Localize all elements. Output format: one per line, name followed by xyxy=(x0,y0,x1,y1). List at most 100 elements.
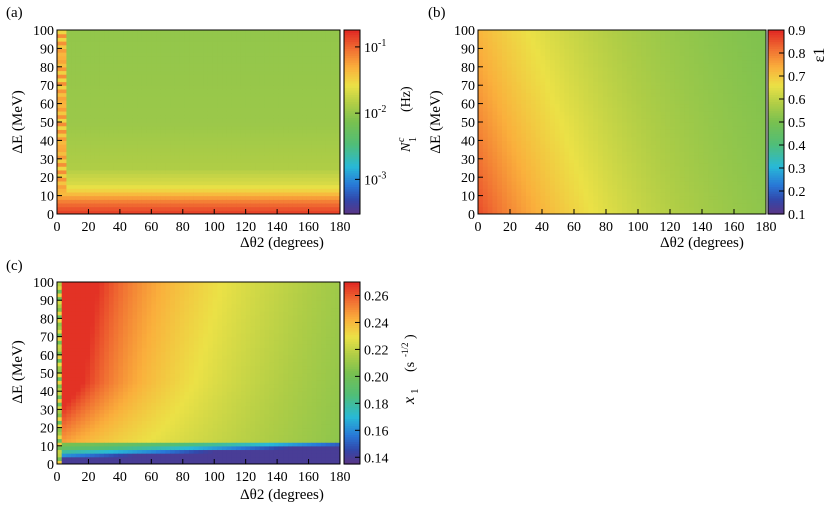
heatmap-cell xyxy=(132,44,138,49)
heatmap-cell xyxy=(184,110,190,116)
heatmap-cell xyxy=(127,118,134,123)
heatmap-cell xyxy=(316,74,322,79)
heatmap-cell xyxy=(207,114,214,119)
heatmap-cell xyxy=(622,70,628,75)
heatmap-cell xyxy=(57,169,63,175)
heatmap-cell xyxy=(90,180,96,186)
heatmap-cell xyxy=(478,158,484,164)
heatmap-cell xyxy=(646,210,652,214)
heatmap-cell xyxy=(165,103,171,108)
heatmap-cell xyxy=(66,125,72,130)
heatmap-cell xyxy=(179,41,185,46)
heatmap-cell xyxy=(292,88,299,94)
heatmap-cell xyxy=(90,140,96,145)
heatmap-cell xyxy=(283,103,289,108)
heatmap-cell xyxy=(104,33,110,38)
heatmap-cell xyxy=(151,180,157,186)
heatmap-cell xyxy=(104,66,110,72)
heatmap-cell xyxy=(569,162,575,167)
heatmap-cell xyxy=(113,107,119,112)
heatmap-cell xyxy=(61,188,68,193)
heatmap-cell xyxy=(564,81,570,86)
heatmap-cell xyxy=(330,210,336,214)
heatmap-cell xyxy=(189,44,195,49)
heatmap-cell xyxy=(151,85,157,90)
heatmap-cell xyxy=(66,210,72,214)
heatmap-cell xyxy=(292,103,299,108)
heatmap-cell xyxy=(156,151,162,156)
heatmap-cell xyxy=(583,202,589,208)
heatmap-cell xyxy=(325,195,332,200)
heatmap-cell xyxy=(236,74,242,79)
heatmap-cell xyxy=(564,151,570,156)
heatmap-cell xyxy=(255,125,261,130)
heatmap-cell xyxy=(482,125,489,130)
heatmap-cell xyxy=(179,162,185,167)
heatmap-cell xyxy=(90,66,96,72)
heatmap-cell xyxy=(118,195,124,200)
heatmap-cell xyxy=(222,122,228,127)
heatmap-cell xyxy=(535,202,541,208)
heatmap-cell xyxy=(189,33,195,38)
heatmap-cell xyxy=(526,96,532,101)
x-tick-label: 80 xyxy=(176,220,190,235)
heatmap-cell xyxy=(617,177,623,182)
heatmap-cell xyxy=(631,30,637,35)
heatmap-cell xyxy=(530,155,537,160)
heatmap-cell xyxy=(335,144,340,149)
heatmap-cell xyxy=(516,88,522,94)
heatmap-cell xyxy=(540,166,546,171)
heatmap-cell xyxy=(255,74,261,79)
heatmap-cell xyxy=(321,118,327,123)
heatmap-cell xyxy=(297,180,303,186)
heatmap-cell xyxy=(492,151,498,156)
heatmap-cell xyxy=(641,169,647,175)
heatmap-cell xyxy=(516,195,522,200)
heatmap-cell xyxy=(198,85,204,90)
heatmap-cell xyxy=(593,122,599,127)
heatmap-cell xyxy=(622,81,628,86)
heatmap-cell xyxy=(598,155,604,160)
heatmap-cell xyxy=(506,169,513,175)
heatmap-cell xyxy=(245,44,251,49)
heatmap-cell xyxy=(622,188,628,193)
colorbar-segment xyxy=(344,50,360,54)
heatmap-cell xyxy=(492,162,498,167)
heatmap-cell xyxy=(316,99,322,105)
heatmap-cell xyxy=(526,99,532,105)
heatmap-cell xyxy=(165,177,171,182)
heatmap-cell xyxy=(297,74,303,79)
heatmap-cell xyxy=(259,144,266,149)
heatmap-cell xyxy=(127,177,134,182)
heatmap-cell xyxy=(330,107,336,112)
heatmap-cell xyxy=(492,147,498,153)
heatmap-cell xyxy=(94,144,101,149)
heatmap-cell xyxy=(127,77,134,83)
heatmap-cell xyxy=(612,136,618,141)
heatmap-cell xyxy=(156,199,162,204)
heatmap-cell xyxy=(61,177,68,182)
heatmap-cell xyxy=(602,59,609,64)
heatmap-cell xyxy=(226,99,233,105)
heatmap-cell xyxy=(550,158,556,164)
heatmap-cell xyxy=(118,173,124,178)
heatmap-cell xyxy=(626,114,633,119)
colorbar-segment xyxy=(344,149,360,153)
heatmap-cell xyxy=(269,151,275,156)
heatmap-cell xyxy=(311,92,318,97)
heatmap-cell xyxy=(302,125,308,130)
heatmap-cell xyxy=(306,118,313,123)
heatmap-cell xyxy=(193,122,200,127)
heatmap-cell xyxy=(90,77,96,83)
heatmap-cell xyxy=(198,195,204,200)
heatmap-cell xyxy=(559,30,565,35)
heatmap-cell xyxy=(132,52,138,57)
heatmap-cell xyxy=(207,184,214,189)
heatmap-cell xyxy=(259,155,266,160)
heatmap-cell xyxy=(487,136,493,141)
heatmap-cell xyxy=(66,162,72,167)
heatmap-cell xyxy=(554,77,561,83)
colorbar-segment xyxy=(344,110,360,114)
heatmap-cell xyxy=(617,114,623,119)
heatmap-cell xyxy=(57,184,63,189)
